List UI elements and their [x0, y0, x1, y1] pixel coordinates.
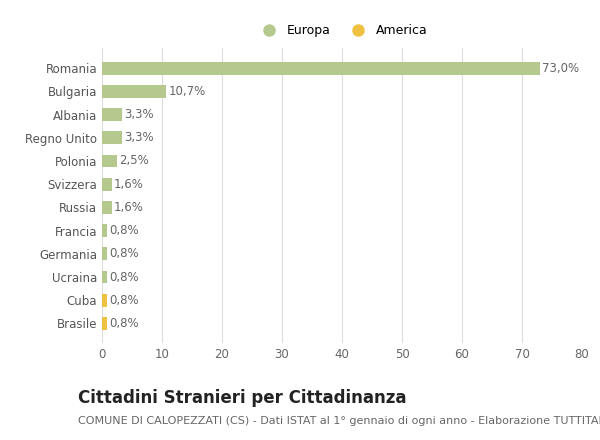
Text: 0,8%: 0,8% [109, 317, 139, 330]
Text: 0,8%: 0,8% [109, 294, 139, 307]
Text: COMUNE DI CALOPEZZATI (CS) - Dati ISTAT al 1° gennaio di ogni anno - Elaborazion: COMUNE DI CALOPEZZATI (CS) - Dati ISTAT … [78, 416, 600, 426]
Text: 3,3%: 3,3% [124, 108, 154, 121]
Text: 1,6%: 1,6% [114, 201, 144, 214]
Text: 10,7%: 10,7% [169, 85, 206, 98]
Text: 73,0%: 73,0% [542, 62, 580, 75]
Text: 0,8%: 0,8% [109, 271, 139, 283]
Bar [102, 108, 122, 121]
Text: 3,3%: 3,3% [124, 131, 154, 144]
Bar [102, 201, 112, 214]
Text: Cittadini Stranieri per Cittadinanza: Cittadini Stranieri per Cittadinanza [78, 389, 407, 407]
Bar [102, 178, 112, 191]
Bar [102, 317, 107, 330]
Bar [102, 294, 107, 307]
Bar [102, 132, 122, 144]
Bar [102, 224, 107, 237]
Bar [102, 271, 107, 283]
Legend: Europa, America: Europa, America [251, 19, 433, 42]
Text: 0,8%: 0,8% [109, 224, 139, 237]
Bar [102, 154, 117, 167]
Text: 2,5%: 2,5% [119, 154, 149, 168]
Bar [102, 62, 540, 74]
Bar [102, 247, 107, 260]
Bar [102, 85, 166, 98]
Text: 1,6%: 1,6% [114, 178, 144, 191]
Text: 0,8%: 0,8% [109, 247, 139, 260]
